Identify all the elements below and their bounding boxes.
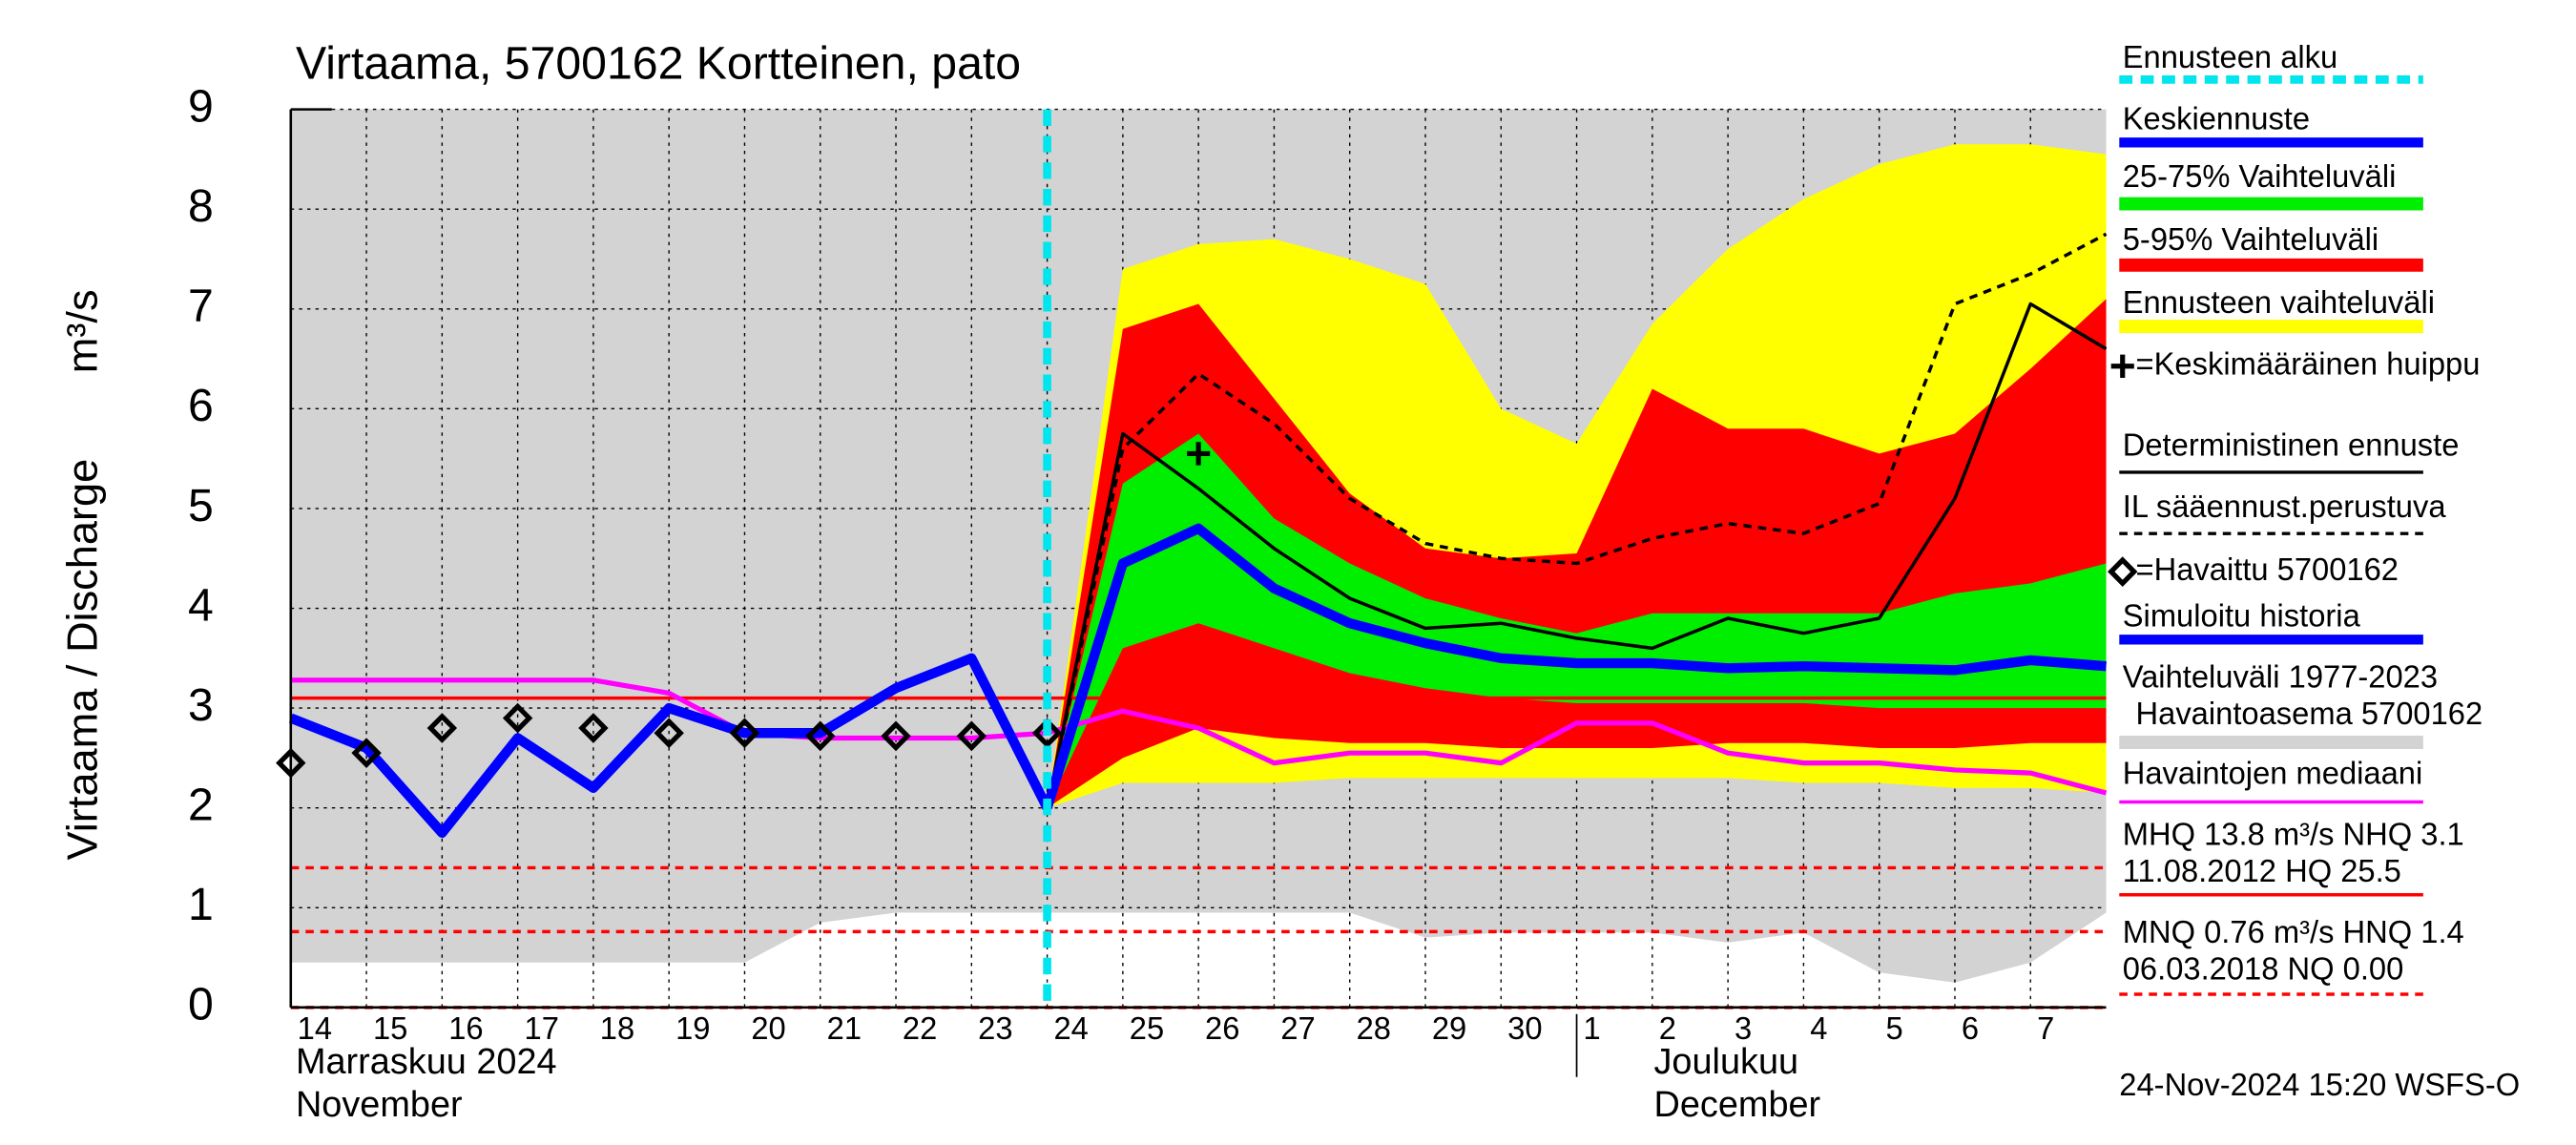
y-tick-label: 4: [188, 579, 214, 631]
legend-label: Ennusteen vaihteluväli: [2123, 284, 2435, 320]
stats-text: MHQ 13.8 m³/s NHQ 3.1: [2123, 817, 2464, 852]
month-label: November: [296, 1085, 463, 1125]
x-tick-label: 5: [1886, 1010, 1903, 1046]
x-tick-label: 22: [903, 1010, 937, 1046]
data-point: [1187, 442, 1211, 466]
x-tick-label: 24: [1053, 1010, 1088, 1046]
stats-text: MNQ 0.76 m³/s HNQ 1.4: [2123, 914, 2464, 949]
x-tick-label: 4: [1810, 1010, 1827, 1046]
x-tick-label: 20: [751, 1010, 785, 1046]
legend-sublabel: Havaintoasema 5700162: [2136, 696, 2483, 731]
y-tick-label: 5: [188, 480, 214, 531]
y-axis-unit: m³/s: [58, 289, 107, 373]
series-line: [1045, 302, 2108, 809]
x-tick-label: 23: [978, 1010, 1012, 1046]
month-label: Marraskuu 2024: [296, 1042, 557, 1082]
x-tick-label: 1: [1583, 1010, 1600, 1046]
x-tick-label: 30: [1507, 1010, 1542, 1046]
footer: 24-Nov-2024 15:20 WSFS-O: [2119, 1067, 2520, 1102]
x-tick-label: 15: [373, 1010, 407, 1046]
x-tick-label: 2: [1659, 1010, 1676, 1046]
data-point: [805, 720, 836, 752]
series-line: [1042, 523, 2107, 810]
y-axis-label: Virtaama / Discharge: [58, 459, 107, 861]
data-point: [654, 718, 684, 749]
x-tick-label: 28: [1357, 1010, 1391, 1046]
y-tick-label: 2: [188, 779, 214, 830]
x-tick-label: 26: [1205, 1010, 1239, 1046]
legend-marker: [2110, 354, 2134, 378]
x-tick-label: 25: [1130, 1010, 1164, 1046]
series-line: [1045, 232, 2108, 809]
data-point: [351, 738, 382, 769]
data-point: [426, 713, 458, 743]
data-point: [729, 718, 760, 749]
month-label: Joulukuu: [1653, 1042, 1798, 1082]
legend-label: =Havaittu 5700162: [2136, 552, 2399, 587]
stats-text: 06.03.2018 NQ 0.00: [2123, 950, 2404, 986]
x-tick-label: 16: [448, 1010, 483, 1046]
y-tick-label: 1: [188, 879, 214, 930]
series-line: [290, 677, 2108, 796]
y-tick-label: 6: [188, 380, 214, 431]
x-tick-label: 19: [675, 1010, 710, 1046]
data-point: [502, 702, 533, 734]
y-tick-label: 0: [188, 979, 214, 1030]
x-tick-label: 3: [1735, 1010, 1752, 1046]
legend-label: Simuloitu historia: [2123, 597, 2361, 633]
data-point: [881, 720, 911, 752]
x-tick-label: 7: [2037, 1010, 2054, 1046]
x-tick-label: 17: [525, 1010, 559, 1046]
data-point: [956, 720, 987, 752]
y-tick-label: 9: [188, 80, 214, 132]
legend-label: Keskiennuste: [2123, 100, 2310, 135]
x-tick-label: 27: [1280, 1010, 1315, 1046]
series-line: [288, 653, 1052, 839]
legend-label: Ennusteen alku: [2123, 39, 2337, 74]
legend-label: 5-95% Vaihteluväli: [2123, 221, 2379, 257]
y-tick-label: 7: [188, 280, 214, 331]
x-tick-label: 21: [827, 1010, 862, 1046]
data-point: [578, 713, 609, 743]
chart-title: Virtaama, 5700162 Kortteinen, pato: [296, 37, 1021, 89]
legend-label: IL sääennust.perustuva: [2123, 489, 2447, 524]
y-tick-label: 8: [188, 180, 214, 232]
x-tick-label: 29: [1432, 1010, 1466, 1046]
y-tick-label: 3: [188, 679, 214, 731]
x-tick-label: 14: [298, 1010, 332, 1046]
legend-label: =Keskimääräinen huippu: [2136, 345, 2481, 381]
legend-label: Vaihteluväli 1977-2023: [2123, 659, 2438, 695]
stats-text: 11.08.2012 HQ 25.5: [2123, 853, 2401, 888]
legend-label: Havaintojen mediaani: [2123, 755, 2423, 790]
legend-label: Deterministinen ennuste: [2123, 427, 2460, 462]
data-point: [1031, 718, 1063, 749]
band: [1047, 433, 2107, 808]
x-tick-label: 18: [600, 1010, 634, 1046]
month-label: December: [1653, 1085, 1820, 1125]
legend-marker: [2108, 556, 2138, 587]
x-tick-label: 6: [1962, 1010, 1979, 1046]
legend-label: 25-75% Vaihteluväli: [2123, 158, 2397, 194]
